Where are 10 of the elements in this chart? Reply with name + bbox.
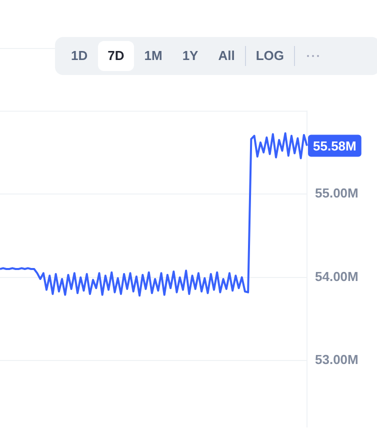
text: LOG xyxy=(254,47,286,65)
y-tick-label: 53.00M xyxy=(315,352,358,368)
text: 1Y xyxy=(181,47,200,65)
text: 7D xyxy=(98,41,134,71)
text: 1M xyxy=(143,47,164,65)
text: 55.58M xyxy=(313,138,356,154)
y-tick-label: 55.00M xyxy=(315,186,358,201)
text: All xyxy=(217,47,236,65)
y-tick-label: 54.00M xyxy=(315,268,358,284)
text: 1D xyxy=(70,47,89,65)
